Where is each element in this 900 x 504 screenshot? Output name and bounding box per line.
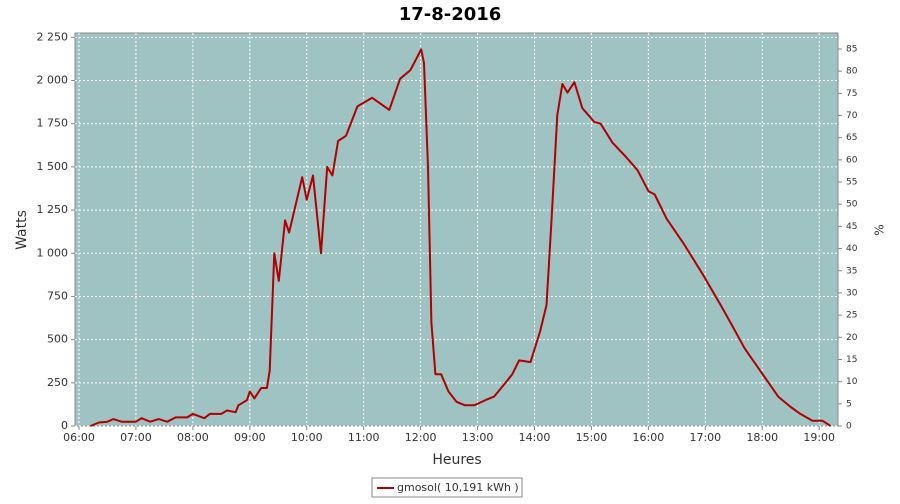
y2-axis-label: % bbox=[873, 224, 887, 235]
x-tick-label: 14:00 bbox=[519, 431, 551, 444]
y2-tick-label: 65 bbox=[846, 133, 857, 143]
y2-tick-label: 10 bbox=[846, 377, 858, 387]
x-tick-label: 17:00 bbox=[689, 431, 721, 444]
y2-tick-label: 75 bbox=[846, 89, 857, 99]
y-axis-label: Watts bbox=[14, 210, 30, 250]
y-tick-label: 500 bbox=[47, 333, 68, 346]
y2-tick-label: 70 bbox=[846, 111, 858, 121]
x-tick-label: 16:00 bbox=[633, 431, 665, 444]
x-tick-label: 07:00 bbox=[120, 431, 152, 444]
legend-label: gmosol( 10,191 kWh ) bbox=[397, 481, 519, 494]
y2-tick-label: 60 bbox=[846, 155, 858, 165]
y-tick-label: 1 250 bbox=[37, 203, 69, 216]
y-tick-label: 750 bbox=[47, 289, 68, 302]
y-tick-label: 1 500 bbox=[37, 160, 69, 173]
y-tick-label: 1 000 bbox=[37, 246, 69, 259]
x-tick-label: 12:00 bbox=[405, 431, 437, 444]
y2-tick-label: 15 bbox=[846, 355, 857, 365]
y2-tick-label: 80 bbox=[846, 67, 858, 77]
y-tick-label: 250 bbox=[47, 376, 68, 389]
y-tick-label: 2 000 bbox=[37, 74, 69, 87]
x-tick-label: 11:00 bbox=[348, 431, 380, 444]
y2-tick-label: 30 bbox=[846, 288, 858, 298]
data-line bbox=[90, 48, 832, 427]
y2-tick-label: 55 bbox=[846, 178, 857, 188]
y2-tick-label: 0 bbox=[846, 422, 852, 432]
x-tick-label: 15:00 bbox=[576, 431, 608, 444]
y-tick-label: 0 bbox=[61, 419, 68, 432]
x-tick-label: 09:00 bbox=[234, 431, 266, 444]
y2-tick-label: 35 bbox=[846, 266, 857, 276]
plot-area bbox=[74, 32, 839, 427]
x-tick-label: 13:00 bbox=[462, 431, 494, 444]
y2-tick-label: 5 bbox=[846, 399, 852, 409]
y2-tick-label: 45 bbox=[846, 222, 857, 232]
y2-tick-label: 85 bbox=[846, 44, 857, 54]
chart-title: 17-8-2016 bbox=[399, 4, 502, 25]
y2-tick-label: 50 bbox=[846, 200, 858, 210]
x-tick-label: 10:00 bbox=[291, 431, 323, 444]
x-tick-label: 19:00 bbox=[803, 431, 835, 444]
y2-tick-label: 40 bbox=[846, 244, 858, 254]
x-tick-label: 18:00 bbox=[746, 431, 778, 444]
y2-tick-label: 25 bbox=[846, 311, 857, 321]
x-tick-label: 06:00 bbox=[63, 431, 95, 444]
y-tick-label: 2 250 bbox=[37, 30, 69, 43]
legend-box bbox=[371, 477, 523, 498]
x-tick-label: 08:00 bbox=[177, 431, 209, 444]
x-axis-label: Heures bbox=[432, 452, 481, 468]
y2-tick-label: 20 bbox=[846, 333, 858, 343]
y-tick-label: 1 750 bbox=[37, 117, 69, 130]
